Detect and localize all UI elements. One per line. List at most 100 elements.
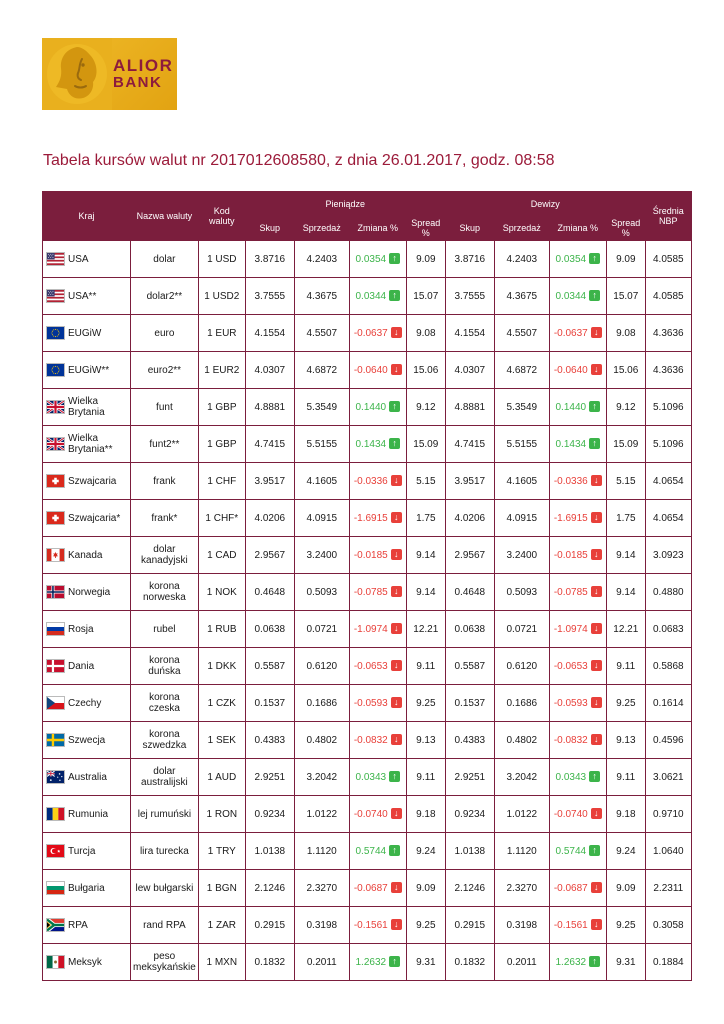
currency-name: dolar kanadyjski: [130, 536, 199, 574]
currency-name: lej rumuński: [130, 795, 199, 833]
header-kod-waluty: Kod waluty: [197, 191, 246, 241]
pieniadze-zmiana: -0.0637 ↓: [348, 314, 407, 352]
country-cell: USA: [42, 240, 131, 278]
dewizy-spread: 9.08: [605, 314, 646, 352]
pieniadze-spread: 9.25: [405, 906, 446, 944]
pieniadze-skup: 2.9567: [244, 536, 295, 574]
pieniadze-spread: 12.21: [405, 610, 446, 648]
pieniadze-skup: 4.0307: [244, 351, 295, 389]
country-cell: Wielka Brytania**: [42, 425, 131, 463]
pieniadze-zmiana: -0.0185 ↓: [348, 536, 407, 574]
se-flag-icon: [46, 733, 65, 747]
dewizy-skup: 2.9567: [444, 536, 495, 574]
dewizy-skup: 4.0206: [444, 499, 495, 537]
country-cell: Norwegia: [42, 573, 131, 611]
table-row: Bułgaria lew bułgarski 1 BGN 2.1246 2.3270 -0…: [42, 869, 692, 907]
page-title: Tabela kursów walut nr 2017012608580, z …: [43, 152, 555, 169]
change-value: -0.0185: [553, 549, 588, 561]
change-value: 0.0343: [555, 771, 587, 783]
dewizy-sprzedaz: 0.6120: [493, 647, 550, 685]
dewizy-spread: 12.21: [605, 610, 646, 648]
pieniadze-sprzedaz: 1.0122: [293, 795, 350, 833]
ch-flag-icon: [46, 474, 65, 488]
currency-code: 1 USD: [197, 240, 246, 278]
dewizy-skup: 4.0307: [444, 351, 495, 389]
logo-line2: BANK: [113, 74, 163, 92]
change-value: 0.0354: [355, 253, 387, 265]
pieniadze-sprzedaz: 4.3675: [293, 277, 350, 315]
table-row: Szwajcaria* frank* 1 CHF* 4.0206 4.0915 -1.69…: [42, 499, 692, 537]
gb-flag-icon: [46, 400, 65, 414]
change-value: -0.0687: [353, 882, 388, 894]
currency-name: dolar2**: [130, 277, 199, 315]
dewizy-zmiana: 0.0354 ↑: [548, 240, 607, 278]
subheader-dewizy-spread: Spread %: [605, 215, 646, 241]
pieniadze-spread: 15.09: [405, 425, 446, 463]
pieniadze-sprzedaz: 4.5507: [293, 314, 350, 352]
table-row: Czechy korona czeska 1 CZK 0.1537 0.1686 -0.0…: [42, 684, 692, 722]
dewizy-spread: 9.13: [605, 721, 646, 759]
country-name: Meksyk: [68, 956, 102, 968]
nbp-average: 0.1884: [644, 943, 692, 981]
alior-bank-logo: ALIOR BANK: [42, 38, 177, 110]
dewizy-zmiana: 0.5744 ↑: [548, 832, 607, 870]
arrow-down-icon: ↓: [390, 697, 402, 709]
dewizy-spread: 1.75: [605, 499, 646, 537]
dewizy-spread: 9.12: [605, 388, 646, 426]
pieniadze-skup: 0.4383: [244, 721, 295, 759]
dewizy-spread: 9.25: [605, 906, 646, 944]
dewizy-zmiana: -0.0185 ↓: [548, 536, 607, 574]
currency-code: 1 AUD: [197, 758, 246, 796]
subheader-pieniadze-sprzedaz: Sprzedaż: [293, 215, 350, 241]
arrow-down-icon: ↓: [390, 586, 402, 598]
nbp-average: 5.1096: [644, 425, 692, 463]
arrow-down-icon: ↓: [590, 623, 602, 635]
dewizy-zmiana: 1.2632 ↑: [548, 943, 607, 981]
pieniadze-spread: 9.09: [405, 869, 446, 907]
coin-face-icon: [42, 38, 112, 110]
dewizy-spread: 9.24: [605, 832, 646, 870]
table-row: Turcja lira turecka 1 TRY 1.0138 1.1120 0.574…: [42, 832, 692, 870]
currency-name: korona czeska: [130, 684, 199, 722]
dewizy-sprzedaz: 5.3549: [493, 388, 550, 426]
arrow-down-icon: ↓: [390, 512, 402, 524]
country-name: Turcja: [68, 845, 96, 857]
change-value: -1.0974: [353, 623, 388, 635]
eu-flag-icon: [46, 326, 65, 340]
arrow-up-icon: ↑: [589, 771, 601, 783]
table-row: USA dolar 1 USD 3.8716 4.2403 0.0354 ↑ 9.09 3.87…: [42, 240, 692, 278]
subheader-dewizy-skup: Skup: [444, 215, 495, 241]
ro-flag-icon: [46, 807, 65, 821]
change-value: 0.5744: [555, 845, 587, 857]
pieniadze-zmiana: 0.0354 ↑: [348, 240, 407, 278]
nbp-average: 3.0621: [644, 758, 692, 796]
change-value: 0.1440: [355, 401, 387, 413]
dewizy-spread: 9.09: [605, 240, 646, 278]
country-name: Rumunia: [68, 808, 109, 820]
pieniadze-zmiana: 0.0343 ↑: [348, 758, 407, 796]
arrow-up-icon: ↑: [589, 845, 601, 857]
arrow-up-icon: ↑: [389, 253, 401, 265]
dewizy-zmiana: -0.0593 ↓: [548, 684, 607, 722]
nbp-average: 0.4596: [644, 721, 692, 759]
subheader-pieniadze-skup: Skup: [244, 215, 295, 241]
table-row: Australia dolar australijski 1 AUD 2.9251 3.…: [42, 758, 692, 796]
pieniadze-sprzedaz: 0.6120: [293, 647, 350, 685]
us-flag-icon: [46, 252, 65, 266]
currency-name: lira turecka: [130, 832, 199, 870]
pieniadze-sprzedaz: 3.2400: [293, 536, 350, 574]
pieniadze-spread: 9.14: [405, 573, 446, 611]
dewizy-spread: 15.07: [605, 277, 646, 315]
dewizy-skup: 0.1832: [444, 943, 495, 981]
dewizy-zmiana: -0.0687 ↓: [548, 869, 607, 907]
currency-code: 1 USD2: [197, 277, 246, 315]
currency-code: 1 RUB: [197, 610, 246, 648]
subheader-dewizy-sprzedaz: Sprzedaż: [493, 215, 550, 241]
country-name: Czechy: [68, 697, 102, 709]
change-value: -0.0687: [553, 882, 588, 894]
table-row: Norwegia korona norweska 1 NOK 0.4648 0.5093…: [42, 573, 692, 611]
pieniadze-zmiana: -0.0687 ↓: [348, 869, 407, 907]
pieniadze-spread: 9.18: [405, 795, 446, 833]
pieniadze-skup: 1.0138: [244, 832, 295, 870]
pieniadze-spread: 15.06: [405, 351, 446, 389]
